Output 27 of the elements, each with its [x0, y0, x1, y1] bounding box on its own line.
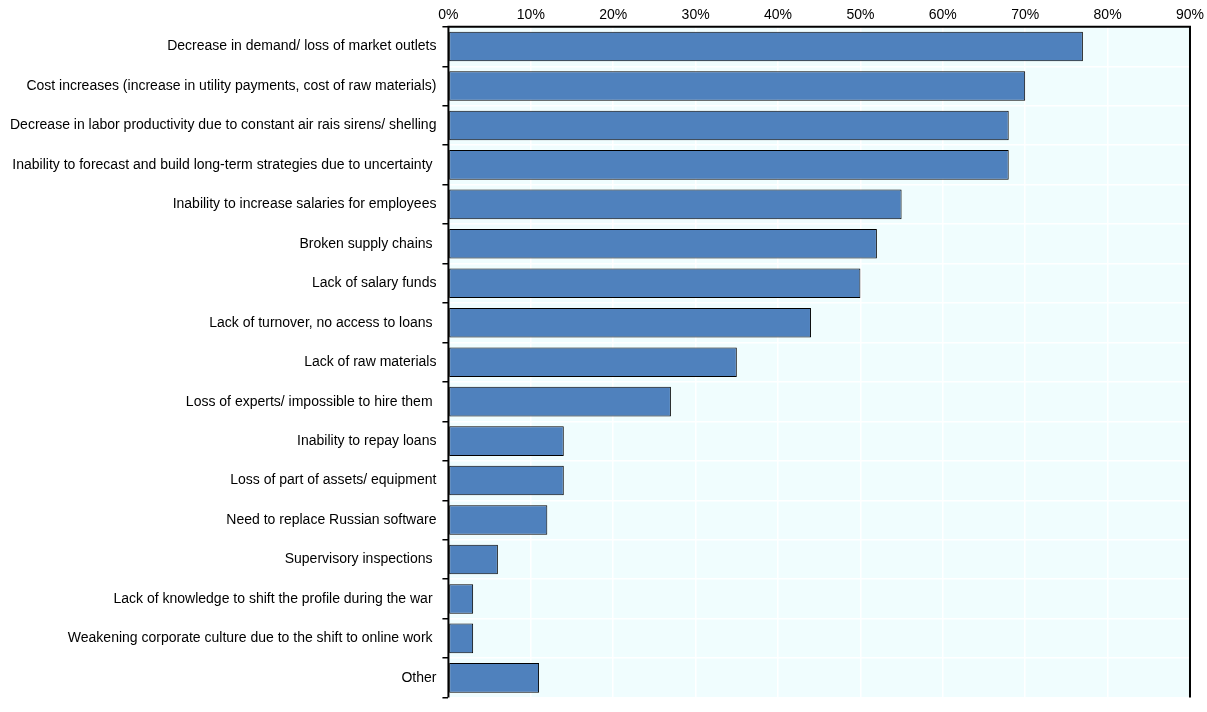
y-tick-label: Lack of salary funds	[311, 274, 437, 291]
x-tick-label: 40%	[764, 6, 793, 23]
y-tick-label: Supervisory inspections	[284, 550, 437, 567]
x-tick-label: 50%	[846, 6, 875, 23]
y-tick-label: Inability to increase salaries for employees	[172, 195, 437, 212]
y-tick-label: Cost increases (increase in utility payments, cost of raw materials)	[26, 76, 437, 93]
y-tick-label: Loss of experts/ impossible to hire them	[185, 392, 437, 409]
y-tick-label: Loss of part of assets/ equipment	[230, 471, 437, 488]
x-tick-label: 80%	[1093, 6, 1122, 23]
y-tick-label: Inability to repay loans	[297, 431, 437, 448]
y-tick-label: Weakening corporate culture due to the shift to online work	[67, 629, 437, 646]
y-tick-label: Decrease in labor productivity due to constant air rais sirens/ shelling	[10, 116, 437, 133]
y-tick-label: Broken supply chains	[299, 234, 437, 251]
y-tick-label: Lack of raw materials	[304, 353, 437, 370]
x-tick-label: 60%	[928, 6, 957, 23]
x-tick-label: 70%	[1011, 6, 1040, 23]
x-tick-label: 20%	[599, 6, 628, 23]
x-tick-label: 90%	[1175, 6, 1205, 23]
y-tick-label: Need to replace Russian software	[226, 510, 437, 527]
y-tick-label: Lack of turnover, no access to loans	[209, 313, 437, 330]
y-tick-label: Other	[401, 668, 437, 685]
y-tick-label: Inability to forecast and build long-term strategies due to uncertainty	[12, 155, 437, 172]
x-tick-label: 0%	[438, 6, 459, 23]
x-tick-label: 30%	[681, 6, 710, 23]
y-tick-label: Decrease in demand/ loss of market outlets	[167, 37, 437, 54]
y-tick-label: Lack of knowledge to shift the profile during the war	[113, 589, 437, 606]
x-tick-label: 10%	[516, 6, 545, 23]
